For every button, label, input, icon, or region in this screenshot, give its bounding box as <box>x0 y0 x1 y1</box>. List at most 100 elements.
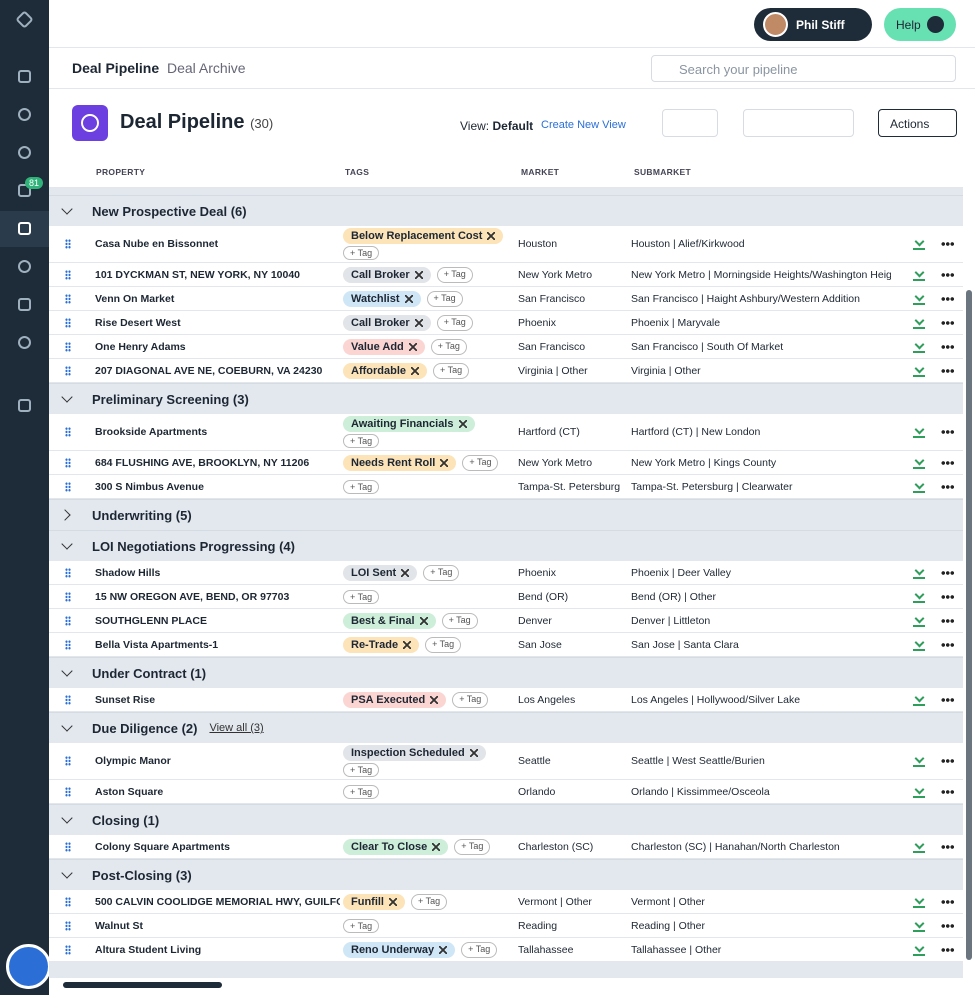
deal-row[interactable]: Colony Square Apartments Clear To Close + … <box>49 835 963 859</box>
help-button[interactable]: Help <box>884 8 956 41</box>
deal-row[interactable]: Altura Student Living Reno Underway + Tag T… <box>49 938 963 962</box>
add-tag[interactable]: + Tag <box>425 636 462 653</box>
more-menu[interactable] <box>941 759 954 763</box>
drag-handle[interactable] <box>65 920 71 931</box>
deal-row[interactable]: 300 S Nimbus Avenue + Tag Tampa-St. Peters… <box>49 475 963 499</box>
property[interactable]: Bella Vista Apartments-1 <box>95 638 219 651</box>
more-menu[interactable] <box>941 320 954 325</box>
download[interactable] <box>913 786 925 798</box>
add-tag[interactable]: + Tag <box>454 838 491 855</box>
add-tag[interactable]: + Tag <box>343 479 380 494</box>
more-menu[interactable] <box>941 947 954 952</box>
drag-handle[interactable] <box>65 427 71 437</box>
property[interactable]: Colony Square Apartments <box>95 840 230 853</box>
property[interactable]: 500 CALVIN COOLIDGE MEMORIAL HWY, GUILFO… <box>95 895 340 908</box>
add-tag[interactable]: + Tag <box>436 266 473 283</box>
property[interactable]: Rise Desert West <box>95 316 181 329</box>
download[interactable] <box>913 639 925 651</box>
drag-handle[interactable] <box>65 481 71 492</box>
column-label[interactable]: MARKET <box>521 167 560 177</box>
add-tag[interactable]: + Tag <box>462 454 499 471</box>
deal-row[interactable]: Sunset Rise PSA Executed + Tag Los Angeles L… <box>49 688 963 712</box>
more-menu[interactable] <box>941 618 954 623</box>
property[interactable]: Brookside Apartments <box>95 426 208 438</box>
download[interactable] <box>913 457 925 469</box>
drag-handle[interactable] <box>65 896 71 907</box>
more-menu[interactable] <box>941 697 954 702</box>
more-menu[interactable] <box>941 899 954 904</box>
drag-handle[interactable] <box>65 615 71 626</box>
download[interactable] <box>913 591 925 603</box>
add-tag[interactable]: + Tag <box>433 362 470 379</box>
group-header[interactable]: Under Contract (1) <box>49 657 963 688</box>
add-tag[interactable]: + Tag <box>423 564 460 581</box>
property[interactable]: 101 DYCKMAN ST, NEW YORK, NY 10040 <box>95 268 301 281</box>
nav-home[interactable] <box>18 70 31 83</box>
drag-handle[interactable] <box>65 457 71 468</box>
deal-row[interactable]: Bella Vista Apartments-1 Re-Trade + Tag San… <box>49 633 963 657</box>
more-menu[interactable] <box>941 789 954 794</box>
download[interactable] <box>913 293 925 305</box>
download[interactable] <box>913 896 925 908</box>
property[interactable]: 300 S Nimbus Avenue <box>95 480 204 493</box>
download[interactable] <box>913 567 925 579</box>
more-menu[interactable] <box>941 460 954 465</box>
deal-row[interactable]: 500 CALVIN COOLIDGE MEMORIAL HWY, GUILFO… <box>49 890 963 914</box>
add-tag[interactable]: + Tag <box>343 246 380 260</box>
tag-remove[interactable] <box>414 270 423 279</box>
column-label[interactable]: SUBMARKET <box>634 167 692 177</box>
group-header[interactable]: Preliminary Screening (3) <box>49 383 963 414</box>
group-header[interactable]: Closing (1) <box>49 804 963 835</box>
property[interactable]: 684 FLUSHING AVE, BROOKLYN, NY 11206 <box>95 456 310 469</box>
drag-handle[interactable] <box>65 694 71 705</box>
add-tag[interactable]: + Tag <box>441 612 478 629</box>
chevron[interactable] <box>61 812 73 824</box>
download[interactable] <box>913 694 925 706</box>
tag-remove[interactable] <box>408 342 417 351</box>
download[interactable] <box>913 238 925 250</box>
chevron[interactable] <box>61 538 73 550</box>
more-menu[interactable] <box>941 594 954 599</box>
chat-button[interactable] <box>6 944 51 989</box>
add-tag[interactable]: + Tag <box>343 763 380 777</box>
add-tag[interactable]: + Tag <box>430 338 467 355</box>
more-menu[interactable] <box>941 844 954 849</box>
tag-remove[interactable] <box>389 897 397 906</box>
drag-handle[interactable] <box>65 365 71 376</box>
nav-search[interactable] <box>18 108 31 121</box>
property[interactable]: Shadow Hills <box>95 566 161 579</box>
nav-target[interactable] <box>18 260 31 273</box>
deal-row[interactable]: Shadow Hills LOI Sent + Tag Phoenix Phoenix … <box>49 561 963 585</box>
tag-remove[interactable] <box>414 318 423 327</box>
group-header[interactable]: Due Diligence (2) View all (3) <box>49 712 963 743</box>
download[interactable] <box>913 365 925 377</box>
add-tag[interactable]: + Tag <box>452 691 489 708</box>
tag-remove[interactable] <box>440 458 449 467</box>
more-menu[interactable] <box>941 642 954 647</box>
tag-remove[interactable] <box>403 640 412 649</box>
tab[interactable]: Deal Pipeline <box>72 60 160 76</box>
search-input[interactable]: Search your pipeline <box>651 55 956 82</box>
tag-remove[interactable] <box>469 749 478 757</box>
deal-row[interactable]: SOUTHGLENN PLACE Best & Final + Tag Denver D… <box>49 609 963 633</box>
chevron[interactable] <box>61 720 73 732</box>
download[interactable] <box>913 317 925 329</box>
download[interactable] <box>913 426 925 438</box>
add-tag[interactable]: + Tag <box>436 314 473 331</box>
group-header[interactable]: LOI Negotiations Progressing (4) <box>49 530 963 561</box>
deal-row[interactable]: 684 FLUSHING AVE, BROOKLYN, NY 11206 Need… <box>49 451 963 475</box>
h-scrollbar[interactable] <box>63 982 222 988</box>
download[interactable] <box>913 341 925 353</box>
more-menu[interactable] <box>941 272 954 277</box>
drag-handle[interactable] <box>65 841 71 852</box>
drag-handle[interactable] <box>65 293 71 304</box>
nav-history[interactable] <box>18 336 31 349</box>
more-menu[interactable] <box>941 368 954 373</box>
tag-remove[interactable] <box>439 945 448 954</box>
deal-row[interactable]: 207 DIAGONAL AVE NE, COEBURN, VA 24230 Af… <box>49 359 963 383</box>
view-all-link[interactable]: View all (3) <box>209 722 264 734</box>
property[interactable]: 15 NW OREGON AVE, BEND, OR 97703 <box>95 590 290 603</box>
tag-remove[interactable] <box>458 420 467 428</box>
deal-row[interactable]: 15 NW OREGON AVE, BEND, OR 97703 + Tag Ben… <box>49 585 963 609</box>
more-menu[interactable] <box>941 344 954 349</box>
